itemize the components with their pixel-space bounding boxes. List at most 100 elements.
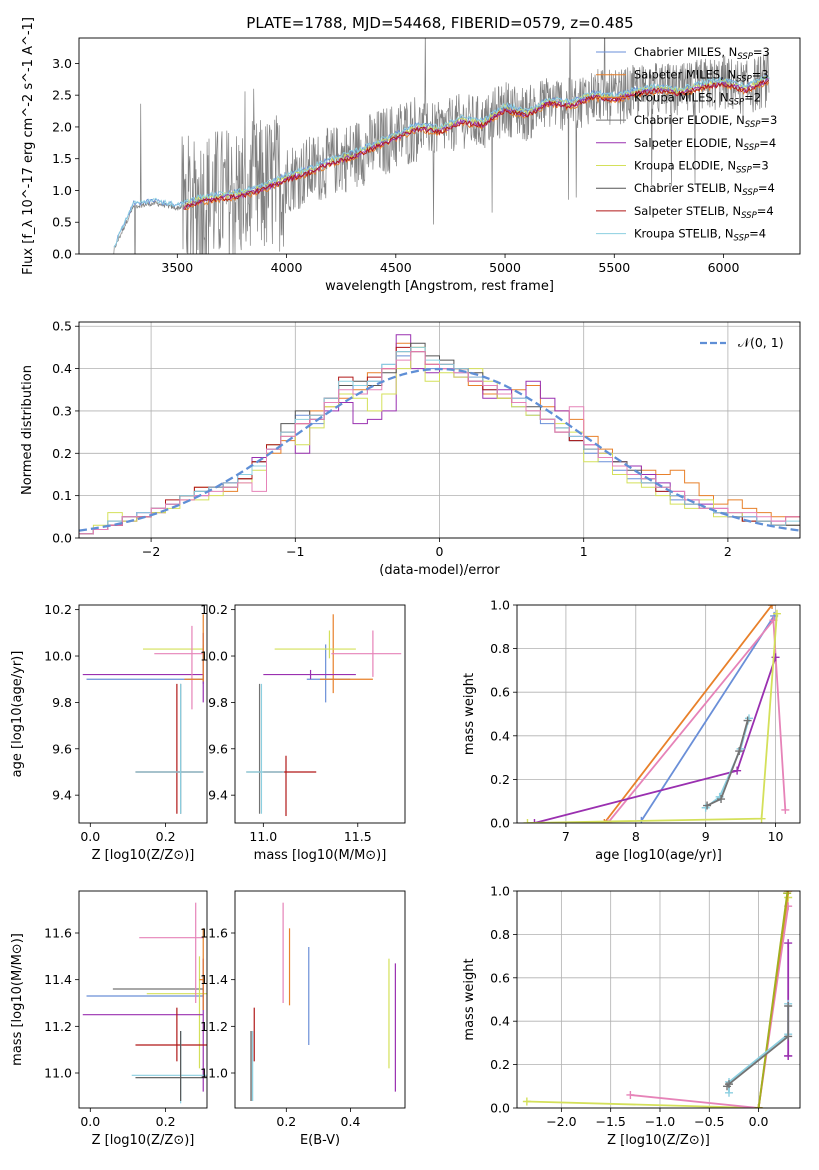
errorbar-points [82, 902, 207, 1104]
y-tick-label: 1.5 [52, 151, 72, 166]
x-axis-label: age [log10(age/yr)] [595, 848, 722, 863]
x-tick-label: −2.0 [546, 1114, 576, 1129]
y-tick-label: 2.5 [52, 88, 72, 103]
x-tick-label: 4500 [380, 260, 412, 275]
y-axis-label: mass weight [462, 673, 477, 755]
weight-marker [703, 801, 712, 810]
x-tick-label: 0.2 [276, 1114, 296, 1129]
x-tick-label: 5000 [489, 260, 521, 275]
y-tick-label: 0.0 [52, 247, 72, 262]
x-tick-label: 0.2 [156, 829, 176, 844]
y-tick-label: 11.0 [44, 1066, 72, 1081]
mass-vs-Z-panel: 0.0 0.2 11.0 11.2 11.4 11.6 Z [log10(Z/Z⊙)] mas… [10, 890, 208, 1148]
y-tick-label: 11.2 [200, 1019, 228, 1034]
legend-label: Chabrier STELIB, NSSP=4 [634, 181, 775, 198]
y-tick-label: 11.6 [200, 926, 228, 941]
y-tick-label: 0.6 [490, 685, 510, 700]
weight-line [630, 906, 790, 1108]
x-axis-label: E(B-V) [300, 1133, 340, 1148]
weight-marker [772, 609, 781, 618]
weight-marker [784, 939, 793, 948]
weight-vs-Z-panel: −2.0 −1.5 −1.0 −0.5 0.0 0.0 0.2 0.4 0.6 0.8 1.0 Z [… [462, 884, 801, 1148]
weight-marker [522, 1097, 531, 1106]
weight-marker [784, 1051, 793, 1060]
y-tick-label: 11.0 [200, 1066, 228, 1081]
plot-frame [78, 321, 801, 539]
y-tick-label: 0.2 [52, 446, 72, 461]
weight-line [526, 897, 790, 1108]
y-tick-label: 11.4 [200, 972, 228, 987]
age-vs-mass-panel: 11.0 11.5 9.4 9.6 9.8 10.0 10.2 mass [log10(M/M… [200, 602, 406, 863]
weight-marker [733, 766, 742, 775]
y-tick-label: 0.4 [490, 728, 510, 743]
weight-lines [522, 891, 793, 1108]
y-tick-label: 10.2 [200, 602, 228, 617]
model-spectrum-line [113, 75, 770, 248]
weight-line [527, 613, 778, 823]
x-tick-label: 6000 [708, 260, 740, 275]
weight-line [706, 720, 749, 807]
y-tick-label: 0.0 [52, 531, 72, 546]
y-tick-label: 0.2 [490, 772, 510, 787]
y-axis-label: mass weight [462, 958, 477, 1040]
y-axis-label: age [log10(age/yr)] [10, 651, 25, 778]
x-tick-label: 0.4 [341, 1114, 361, 1129]
x-tick-label: −1.5 [595, 1114, 625, 1129]
y-tick-label: 2.0 [52, 119, 72, 134]
y-tick-label: 0.0 [490, 816, 510, 831]
observed-spectrum-line [112, 38, 770, 254]
y-axis-label: Normed distribution [20, 365, 35, 495]
x-tick-label: −0.5 [694, 1114, 724, 1129]
gaussian-legend-label: 𝒩(0, 1) [738, 335, 784, 350]
x-tick-label: 9 [702, 829, 710, 844]
weight-line [757, 893, 789, 1108]
x-tick-label: 11.5 [344, 829, 372, 844]
y-tick-label: 0.5 [52, 215, 72, 230]
x-tick-label: 0.0 [80, 1114, 100, 1129]
y-tick-label: 0.2 [490, 1057, 510, 1072]
weight-marker [530, 819, 539, 823]
x-axis-label: mass [log10(M/M⊙)] [254, 848, 387, 863]
spectrum-lines [112, 38, 770, 254]
y-tick-label: 10.0 [200, 649, 228, 664]
y-tick-label: 0.6 [490, 970, 510, 985]
weight-marker [757, 814, 766, 823]
x-tick-label: 7 [562, 829, 570, 844]
y-tick-label: 9.6 [52, 741, 72, 756]
residual-histogram [79, 346, 800, 538]
plot-frame [78, 37, 801, 255]
weight-marker [784, 1002, 793, 1011]
x-tick-label: 2 [724, 544, 732, 559]
model-spectrum-line [183, 76, 769, 207]
weight-lines [523, 605, 790, 823]
y-tick-label: 1.0 [490, 598, 510, 613]
y-tick-label: 1.0 [490, 884, 510, 899]
weight-vs-age-panel: 7 8 9 10 0.0 0.2 0.4 0.6 0.8 1.0 age [log10(age/yr… [462, 598, 801, 863]
x-tick-label: 10 [768, 829, 784, 844]
x-tick-label: 0.2 [156, 1114, 176, 1129]
weight-line [640, 615, 775, 822]
y-tick-label: 0.4 [490, 1014, 510, 1029]
weight-marker [603, 819, 612, 823]
x-tick-label: 1 [580, 544, 588, 559]
x-tick-label: −1.0 [645, 1114, 675, 1129]
x-tick-label: 3500 [161, 260, 193, 275]
y-axis-label: Flux [f_λ 10^-17 erg cm^-2 s^-1 A^-1] [21, 17, 36, 275]
x-axis-label: Z [log10(Z/Z⊙)] [92, 848, 195, 863]
weight-line [726, 1006, 790, 1087]
y-tick-label: 0.1 [52, 488, 72, 503]
x-tick-label: 0.0 [80, 829, 100, 844]
weight-marker [523, 819, 532, 823]
legend-label: Kroupa STELIB, NSSP=4 [634, 227, 766, 244]
y-tick-label: 10.2 [44, 602, 72, 617]
x-tick-label: 11.0 [249, 829, 277, 844]
x-tick-label: 4000 [271, 260, 303, 275]
y-tick-label: 0.5 [52, 319, 72, 334]
errorbar-points [82, 614, 204, 814]
weight-line [603, 605, 773, 823]
plot-frame [78, 604, 208, 824]
spectrum-panel: 3500 4000 4500 5000 5500 6000 0.0 0.5 1.0 1.5 2.0 2… [21, 17, 801, 294]
weight-marker [783, 891, 792, 898]
weight-marker [743, 716, 752, 725]
legend-label: Kroupa ELODIE, NSSP=3 [634, 159, 769, 176]
